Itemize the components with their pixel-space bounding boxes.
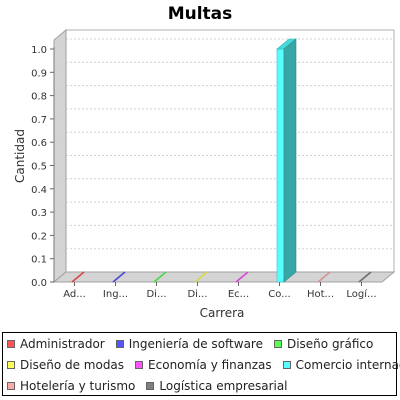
bar [194,271,208,283]
gridline-side [53,201,67,213]
y-tick-label: 0.8 [31,92,47,103]
x-tick-label: Ad... [63,289,86,300]
gridline-side [53,248,67,260]
legend-swatch [273,340,282,348]
legend-item: Ingeniería de software [112,337,263,351]
y-tick-label: 0.5 [31,162,47,173]
legend-swatch [146,382,155,390]
x-tick-label: Ing... [103,289,128,300]
y-tick-label: 0.0 [31,278,47,289]
x-tick-label: Ec... [228,289,249,300]
bar [153,271,167,283]
legend-label: Logística empresarial [159,379,288,393]
legend-swatch [135,361,144,369]
plot-left-wall [53,28,67,284]
legend-swatch [7,340,15,348]
plot-back-wall [65,29,395,273]
y-tick-label: 0.6 [31,138,47,149]
legend-label: Hotelería y turismo [20,379,136,393]
legend-label: Diseño gráfico [286,337,374,351]
legend-item: Diseño gráfico [270,337,373,351]
legend-item: Comercio internacional [279,358,400,372]
legend-label: Diseño de modas [20,358,125,372]
gridline-side [53,155,67,166]
plot-floor [52,271,396,283]
x-tick-label: Hot... [307,289,334,300]
legend-swatch [282,361,291,369]
gridline-side [53,131,67,143]
legend-item: Hotelería y turismo [3,379,135,393]
legend-swatch [7,361,15,369]
legend-swatch [7,382,15,390]
chart-title: Multas [168,4,233,24]
bar [358,271,372,283]
y-tick-label: 0.9 [31,68,47,79]
gridline-side [53,38,67,50]
legend-item: Logística empresarial [142,379,288,393]
plot-area: 0.0 0.1 0.2 0.3 0.4 0.5 0.6 0.7 0.8 0.9 1.0 Ad... In… [31,28,396,300]
legend: Administrador Ingeniería de software Diseñ… [2,332,400,396]
bar [317,271,331,283]
bar [276,48,285,283]
bar [112,271,126,283]
legend-row: Diseño de modas Economía y finanzas Comerc… [3,355,400,375]
legend-item: Administrador [3,337,105,351]
legend-label: Ingeniería de software [128,337,263,351]
x-axis-label: Carrera [200,306,245,320]
bar [235,271,249,283]
gridline-side [53,108,67,120]
legend-label: Comercio internacional [295,358,400,372]
gridline-side [53,178,67,190]
y-axis-label: Cantidad [13,129,27,183]
gridline-side [53,61,67,73]
legend-label: Economía y finanzas [148,358,272,372]
y-tick-label: 0.7 [31,115,47,126]
y-tick-label: 1.0 [31,45,47,56]
gridline-side [53,225,67,236]
gridline-side [53,85,67,96]
y-tick-label: 0.3 [31,208,47,219]
y-tick-label: 0.4 [31,185,47,196]
bar-chart: Multas Cantidad Carrera 0.00.10.20.30.40… [13,4,396,320]
legend-label: Administrador [20,337,105,351]
x-tick-label: Logí... [346,288,376,300]
legend-item: Diseño de modas [3,358,124,372]
legend-row: Hotelería y turismo Logística empresarial [3,376,295,396]
x-tick-label: Di... [146,289,166,300]
x-tick-label: Di... [187,289,207,300]
y-tick-label: 0.1 [31,255,47,266]
legend-item: Economía y finanzas [131,358,272,372]
y-tick-label: 0.2 [31,231,47,242]
legend-swatch [115,340,124,348]
bar-side [283,38,297,283]
bar [71,271,85,283]
legend-row: Administrador Ingeniería de software Diseñ… [3,334,380,354]
x-tick-label: Co... [268,289,290,300]
